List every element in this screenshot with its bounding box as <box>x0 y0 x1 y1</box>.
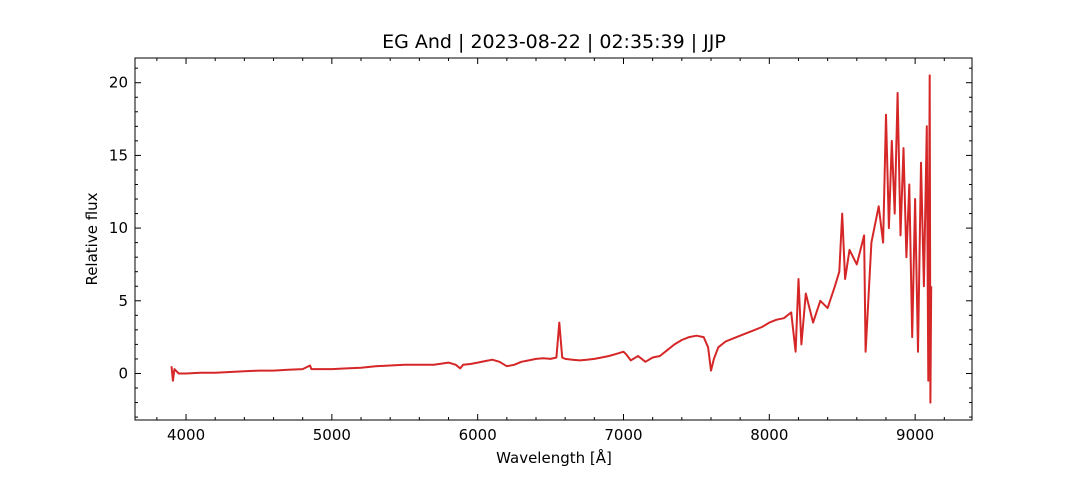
plot-area <box>134 57 973 421</box>
x-tick-label: 6000 <box>459 426 497 444</box>
x-axis-label: Wavelength [Å] <box>496 448 612 467</box>
y-tick-label: 15 <box>109 146 128 164</box>
y-tick-label: 5 <box>118 292 128 310</box>
chart-title: EG And | 2023-08-22 | 02:35:39 | JJP <box>382 31 726 53</box>
x-tick-label: 4000 <box>167 426 205 444</box>
y-tick-label: 10 <box>109 219 128 237</box>
y-tick-label: 20 <box>109 74 128 92</box>
x-tick-label: 8000 <box>750 426 788 444</box>
x-tick-label: 5000 <box>313 426 351 444</box>
y-tick-label: 0 <box>118 364 128 382</box>
series-line-0 <box>170 74 933 404</box>
y-axis-label: Relative flux <box>83 192 101 285</box>
x-tick-label: 9000 <box>896 426 934 444</box>
axis-ticks: 4000 5000 6000 7000 8000 9000 0 5 10 15 20 <box>109 58 972 444</box>
plot-frame <box>134 57 973 421</box>
x-tick-label: 7000 <box>604 426 642 444</box>
